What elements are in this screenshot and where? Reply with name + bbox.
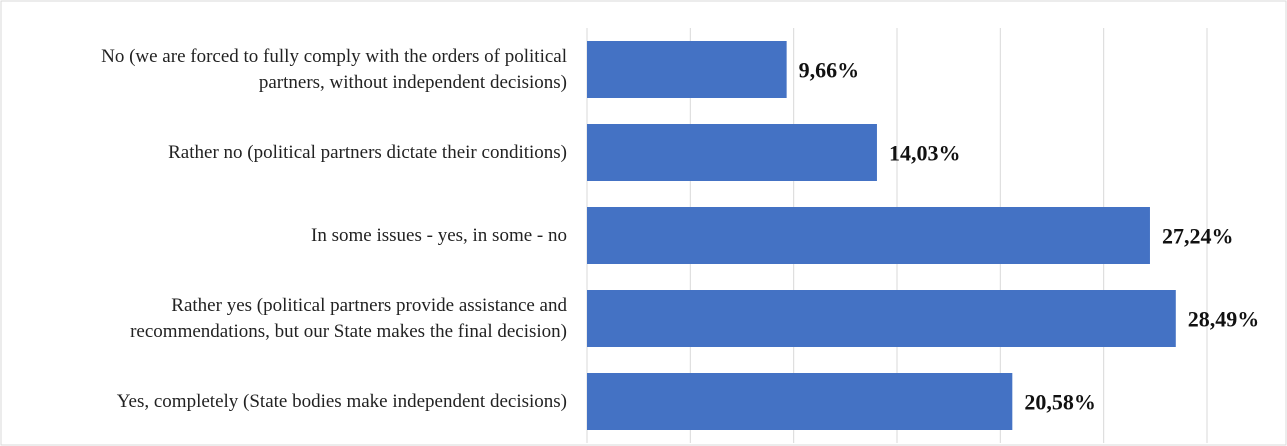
category-label: Rather yes (political partners provide a… [130, 294, 567, 342]
category-label: Yes, completely (State bodies make indep… [116, 390, 567, 412]
value-label: 14,03% [889, 141, 961, 166]
bar [587, 41, 787, 98]
bar [587, 373, 1013, 430]
value-label: 27,24% [1162, 224, 1234, 249]
value-label: 28,49% [1188, 307, 1260, 332]
bar [587, 124, 877, 181]
category-label: In some issues - yes, in some - no [311, 224, 567, 246]
value-label: 20,58% [1024, 390, 1096, 415]
bar [587, 207, 1150, 264]
bar [587, 290, 1176, 347]
category-label: No (we are forced to fully comply with t… [101, 45, 567, 93]
category-label: Rather no (political partners dictate th… [168, 141, 567, 163]
value-label: 9,66% [799, 58, 860, 83]
